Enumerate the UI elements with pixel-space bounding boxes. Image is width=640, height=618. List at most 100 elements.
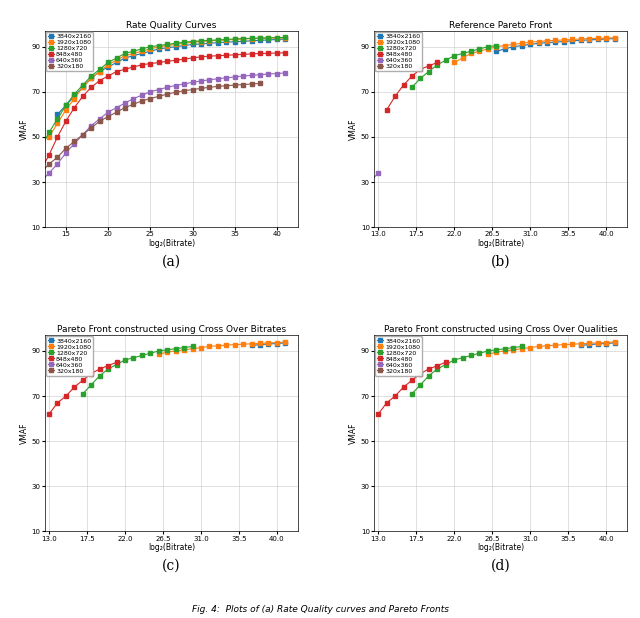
- 1920x1080: [484, 350, 492, 358]
- 1920x1080: [501, 42, 509, 49]
- 640x360: [282, 69, 289, 77]
- 1920x1080: [568, 36, 576, 43]
- 1280x720: [104, 365, 112, 373]
- 640x360: [256, 71, 264, 78]
- 1920x1080: [205, 343, 213, 350]
- Line: 1920x1080: 1920x1080: [47, 36, 287, 138]
- 640x360: [205, 76, 213, 83]
- 640x360: [197, 77, 205, 85]
- 848x480: [214, 52, 221, 59]
- 3840x2160: [273, 36, 281, 43]
- 3840x2160: [205, 40, 213, 47]
- 1920x1080: [577, 340, 584, 347]
- 3840x2160: [518, 42, 525, 49]
- 1280x720: [459, 354, 467, 362]
- 640x360: [113, 104, 120, 111]
- 640x360: [28, 483, 36, 490]
- 3840x2160: [543, 39, 551, 46]
- 848x480: [28, 179, 36, 186]
- 3840x2160: [577, 342, 584, 349]
- 320x180: [96, 117, 104, 125]
- 3840x2160: [282, 35, 289, 43]
- 848x480: [282, 49, 289, 56]
- 1280x720: [214, 36, 221, 44]
- 1920x1080: [501, 347, 509, 355]
- Line: 640x360: 640x360: [360, 171, 380, 190]
- 3840x2160: [586, 36, 593, 44]
- 1280x720: [70, 90, 78, 98]
- Line: 3840x2160: 3840x2160: [250, 341, 287, 347]
- Y-axis label: VMAF: VMAF: [349, 118, 358, 140]
- 1920x1080: [518, 40, 525, 47]
- 640x360: [88, 122, 95, 129]
- 848x480: [425, 62, 433, 70]
- 1920x1080: [205, 37, 213, 44]
- 1280x720: [451, 357, 458, 364]
- Line: 3840x2160: 3840x2160: [56, 37, 287, 116]
- 320x180: [28, 179, 36, 186]
- 3840x2160: [248, 37, 255, 44]
- 640x360: [163, 83, 171, 91]
- 640x360: [121, 99, 129, 107]
- 1280x720: [509, 344, 517, 351]
- 848x480: [197, 53, 205, 61]
- 3840x2160: [282, 339, 289, 347]
- 1920x1080: [535, 343, 543, 350]
- 848x480: [442, 358, 449, 366]
- 1920x1080: [493, 43, 500, 51]
- 3840x2160: [239, 38, 247, 45]
- 640x360: [172, 82, 179, 89]
- 1920x1080: [543, 37, 551, 44]
- 1920x1080: [568, 341, 576, 348]
- 1920x1080: [189, 38, 196, 46]
- 848x480: [248, 50, 255, 57]
- Legend: 3840x2160, 1920x1080, 1280x720, 848x480, 640x360, 320x180: 3840x2160, 1920x1080, 1280x720, 848x480,…: [375, 32, 422, 71]
- 320x180: [197, 85, 205, 92]
- 1280x720: [121, 357, 129, 364]
- 1920x1080: [129, 50, 137, 57]
- Y-axis label: VMAF: VMAF: [20, 423, 29, 444]
- 3840x2160: [113, 59, 120, 66]
- 848x480: [433, 59, 441, 66]
- 320x180: [104, 113, 112, 121]
- Title: Reference Pareto Front: Reference Pareto Front: [449, 21, 552, 30]
- 3840x2160: [129, 52, 137, 59]
- 1280x720: [239, 35, 247, 42]
- 320x180: [79, 131, 86, 138]
- 320x180: [62, 145, 70, 152]
- 848x480: [88, 370, 95, 377]
- 848x480: [121, 66, 129, 73]
- 848x480: [239, 51, 247, 58]
- 1920x1080: [96, 68, 104, 75]
- 848x480: [45, 151, 53, 159]
- 1920x1080: [560, 341, 568, 349]
- 848x480: [147, 60, 154, 67]
- 1920x1080: [586, 339, 593, 347]
- 848x480: [400, 383, 408, 391]
- 1920x1080: [197, 38, 205, 45]
- 3840x2160: [79, 83, 86, 91]
- 1280x720: [273, 34, 281, 41]
- 1280x720: [484, 43, 492, 51]
- 848x480: [54, 399, 61, 407]
- 320x180: [163, 90, 171, 98]
- 3840x2160: [54, 111, 61, 118]
- 1920x1080: [70, 95, 78, 103]
- 3840x2160: [256, 36, 264, 44]
- 848x480: [79, 93, 86, 100]
- 848x480: [383, 399, 390, 407]
- 320x180: [113, 108, 120, 116]
- 1280x720: [256, 35, 264, 42]
- 1920x1080: [138, 48, 146, 55]
- 640x360: [45, 169, 53, 177]
- 1280x720: [88, 381, 95, 389]
- 320x180: [223, 82, 230, 90]
- 640x360: [366, 179, 374, 186]
- 3840x2160: [231, 38, 239, 46]
- 320x180: [231, 82, 239, 89]
- Line: 1280x720: 1280x720: [81, 345, 195, 396]
- 1920x1080: [147, 45, 154, 53]
- 848x480: [205, 53, 213, 60]
- 1280x720: [425, 372, 433, 379]
- 320x180: [147, 95, 154, 103]
